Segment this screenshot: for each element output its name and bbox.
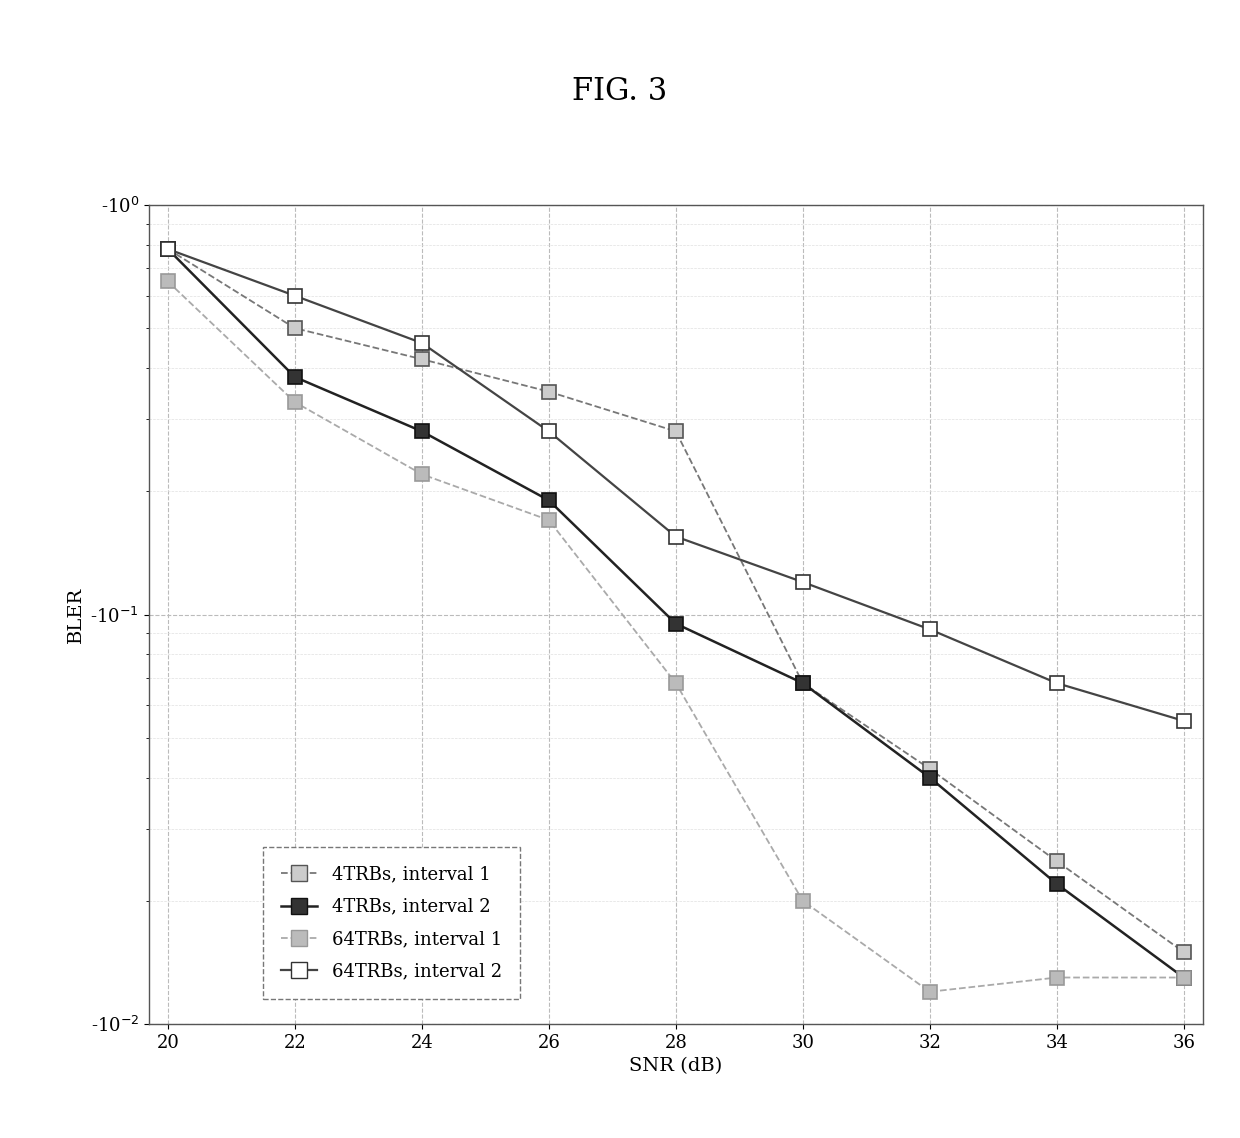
Text: FIG. 3: FIG. 3 [573, 75, 667, 107]
Y-axis label: BLER: BLER [67, 586, 84, 643]
X-axis label: SNR (dB): SNR (dB) [629, 1057, 723, 1075]
Legend: 4TRBs, interval 1, 4TRBs, interval 2, 64TRBs, interval 1, 64TRBs, interval 2: 4TRBs, interval 1, 4TRBs, interval 2, 64… [263, 848, 520, 999]
